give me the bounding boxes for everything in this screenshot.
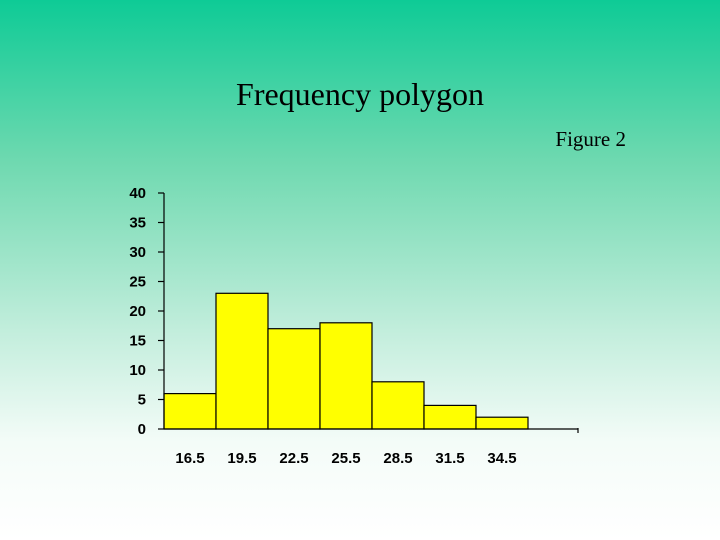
bar-19.5: [215, 292, 269, 430]
figure-label: Figure 2: [555, 127, 626, 151]
x-tick-label-25.5: 25.5: [331, 450, 360, 467]
slide-title: Frequency polygon: [0, 76, 720, 113]
y-tick-label-5: 5: [138, 392, 146, 409]
y-tick-label-20: 20: [129, 303, 146, 320]
x-tick-label-19.5: 19.5: [227, 450, 256, 467]
y-tick-label-15: 15: [129, 333, 146, 350]
y-tick-labels: 0 5 10 15 20 25 30 35 40: [129, 185, 146, 438]
bar-31.5: [423, 404, 477, 430]
x-tick-label-34.5: 34.5: [487, 450, 516, 467]
slide-title-text: Frequency polygon: [236, 76, 484, 112]
y-tick-label-0: 0: [138, 421, 146, 438]
y-tick-label-40: 40: [129, 185, 146, 202]
bar-34.5: [475, 416, 529, 430]
y-tick-label-35: 35: [129, 215, 146, 232]
bars-group: [163, 292, 529, 430]
x-tick-label-22.5: 22.5: [279, 450, 308, 467]
bar-25.5: [319, 322, 373, 430]
x-tick-label-28.5: 28.5: [383, 450, 412, 467]
x-tick-label-16.5: 16.5: [175, 450, 204, 467]
bar-22.5: [267, 328, 321, 430]
y-tick-label-30: 30: [129, 244, 146, 261]
axes-group: [158, 192, 579, 433]
y-tick-label-25: 25: [129, 274, 146, 291]
x-tick-labels: 16.5 19.5 22.5 25.5 28.5 31.5 34.5: [175, 450, 516, 467]
y-tick-label-10: 10: [129, 362, 146, 379]
x-tick-label-31.5: 31.5: [435, 450, 464, 467]
bar-28.5: [371, 381, 425, 430]
bar-16.5: [163, 393, 217, 430]
